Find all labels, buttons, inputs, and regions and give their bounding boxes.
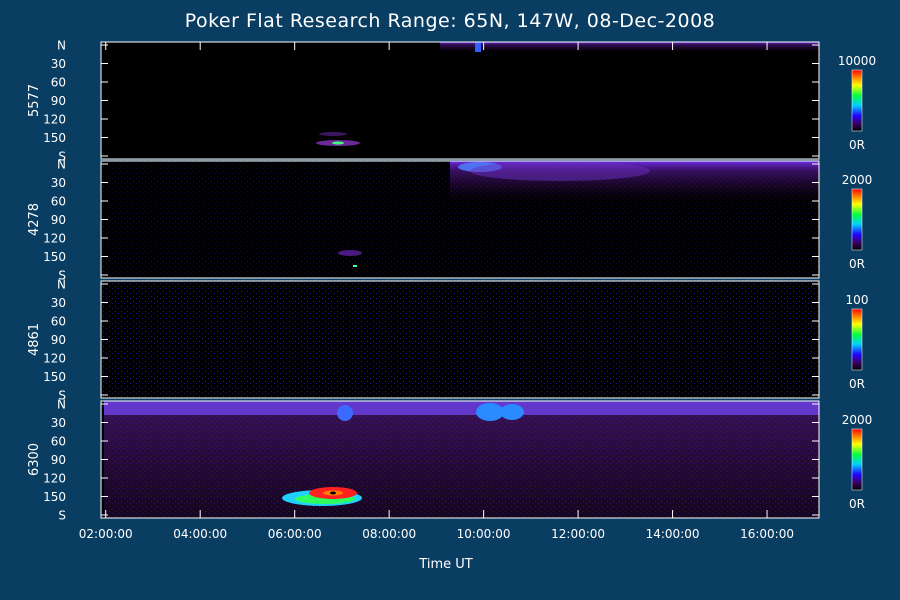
y-tick-label: 120 [43,472,66,486]
y-tick-label: 150 [43,250,66,264]
y-tick-label: 30 [51,296,66,310]
colorbar-gradient [851,428,863,491]
colorbar-min-label: 0R [849,497,865,511]
y-tick-label: 150 [43,370,66,384]
panel-background [101,42,819,159]
x-tick-label: 08:00:00 [362,527,416,541]
noise-texture [101,401,819,518]
colorbar-max-label: 10000 [838,54,876,68]
emission-arc [319,132,347,136]
colorbar-max-label: 100 [846,293,869,307]
y-tick-label: S [58,269,66,283]
chart-title: Poker Flat Research Range: 65N, 147W, 08… [184,10,716,32]
emission-patch [337,405,353,421]
aurora-core [330,491,336,495]
x-tick-label: 04:00:00 [173,527,227,541]
colorbar-4278: 2000 0R [842,173,873,271]
y-tick-label: 90 [51,333,66,347]
y-axis-label: 6300 [27,443,42,476]
y-tick-label: N [57,398,66,412]
colorbar-max-label: 2000 [842,173,873,187]
y-tick-label: 120 [43,352,66,366]
emission-core [353,265,357,267]
colorbar-6300: 2000 0R [842,413,873,511]
y-tick-label: S [58,509,66,523]
colorbar-gradient [851,188,863,251]
panel-6300: N 30 60 90 120 150 S 6300 2000 0R [27,398,872,523]
colorbar-5577: 10000 0R [838,54,876,152]
emission-core [332,141,344,145]
colorbar-min-label: 0R [849,138,865,152]
x-tick-label: 10:00:00 [457,527,511,541]
colorbar-4861: 100 0R [846,293,869,391]
y-tick-label: 120 [43,113,66,127]
emission-top [101,401,819,415]
y-tick-label: S [58,389,66,403]
y-tick-label: 150 [43,131,66,145]
emission-band [470,161,650,181]
panel-4861: N 30 60 90 120 150 S 4861 100 0R [27,278,868,403]
y-axis-label: 4861 [27,323,42,356]
x-tick-label: 14:00:00 [646,527,700,541]
emission-patch [476,403,504,421]
y-tick-label: N [57,278,66,292]
y-tick-label: 30 [51,57,66,71]
y-tick-label: 30 [51,176,66,190]
y-tick-label: 60 [51,315,66,329]
colorbar-gradient [851,69,863,132]
y-tick-label: 60 [51,195,66,209]
emission-patch [500,404,524,420]
y-axis-label: 4278 [27,203,42,236]
y-tick-label: S [58,150,66,164]
emission-top [440,42,819,52]
y-tick-label: 120 [43,232,66,246]
y-tick-label: N [57,39,66,53]
x-tick-label: 16:00:00 [740,527,794,541]
y-tick-label: 60 [51,76,66,90]
x-tick-label: 12:00:00 [551,527,605,541]
y-tick-label: 90 [51,453,66,467]
colorbar-max-label: 2000 [842,413,873,427]
x-tick-label: 02:00:00 [79,527,133,541]
emission-patch [475,42,481,52]
y-tick-label: 60 [51,435,66,449]
colorbar-min-label: 0R [849,257,865,271]
y-tick-label: 90 [51,213,66,227]
y-tick-label: N [57,158,66,172]
y-tick-label: 150 [43,490,66,504]
colorbar-min-label: 0R [849,377,865,391]
y-tick-label: 30 [51,416,66,430]
emission-blob [338,250,362,256]
x-axis-label: Time UT [418,557,472,572]
x-tick-label: 06:00:00 [268,527,322,541]
y-axis-label: 5577 [27,84,42,117]
colorbar-gradient [851,308,863,371]
panel-4278: N 30 60 90 120 150 S 4278 2000 0R [27,158,872,283]
panel-5577: N 30 60 90 120 150 S 5577 10000 0R [27,39,876,164]
noise-texture [101,281,819,398]
y-tick-label: 90 [51,94,66,108]
